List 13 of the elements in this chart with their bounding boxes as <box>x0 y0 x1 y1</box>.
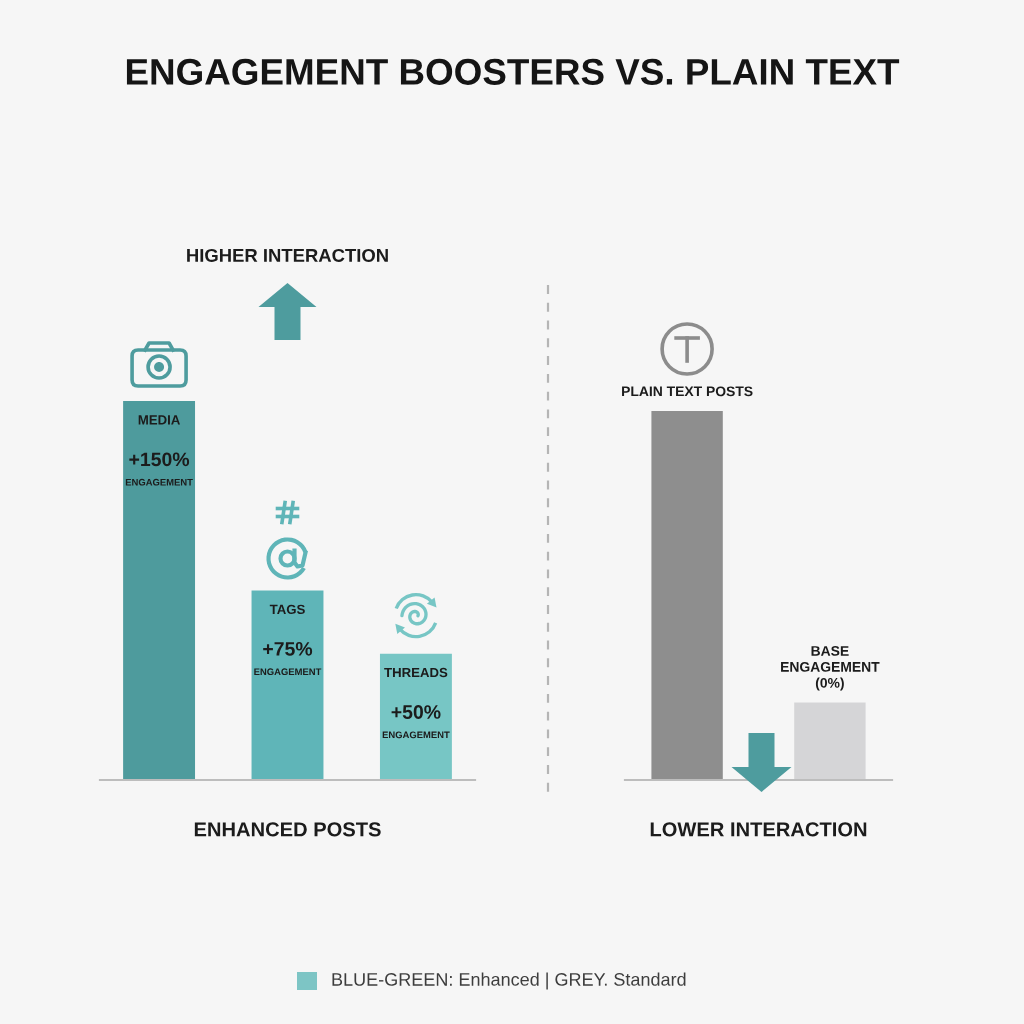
text: HIGHER INTERACTION <box>187 248 388 262</box>
text: BLUE-GREEN: Enhanced | GREY. Standard <box>332 972 686 990</box>
x-tick-label: MEDIA <box>138 415 180 425</box>
x-tick-label: PLAIN TEXT POSTS <box>622 386 753 397</box>
x-tick-label: TAGS <box>269 604 305 615</box>
data-label: +150% ENGAGEMENT <box>125 452 193 486</box>
x-tick-label: BASE ENGAGEMENT (0%) <box>781 646 880 691</box>
x-axis-title: LOWER INTERACTION <box>650 822 867 837</box>
data-label: +75% ENGAGEMENT <box>254 642 322 676</box>
data-label: +50% ENGAGEMENT <box>382 705 450 739</box>
x-axis-title: ENHANCED POSTS <box>194 822 381 837</box>
x-tick-label: THREADS <box>384 667 448 678</box>
chart-title: ENGAGEMENT BOOSTERS VS. PLAIN TEXT <box>126 58 900 85</box>
